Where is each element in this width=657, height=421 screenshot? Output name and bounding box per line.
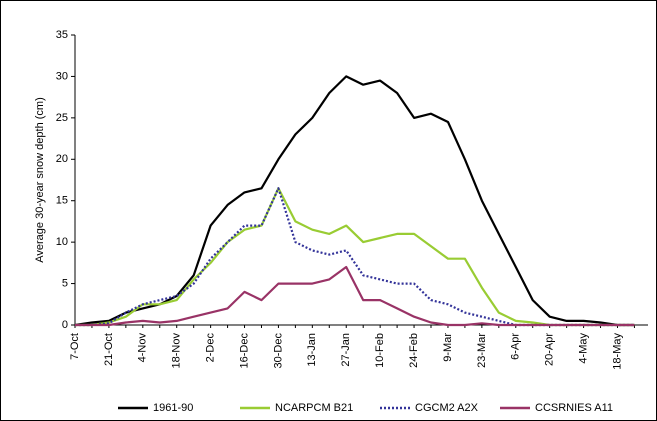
x-tick-label: 18-Nov — [171, 333, 183, 369]
y-tick-label: 20 — [56, 153, 68, 165]
x-tick-label: 21-Oct — [103, 333, 115, 366]
x-tick-label: 9-Mar — [442, 333, 454, 362]
y-tick-label: 0 — [62, 319, 68, 331]
x-tick-label: 10-Feb — [374, 333, 386, 368]
y-tick-label: 30 — [56, 70, 68, 82]
x-tick-label: 16-Dec — [238, 333, 250, 369]
y-tick-label: 35 — [56, 29, 68, 41]
y-tick-label: 25 — [56, 112, 68, 124]
legend-label: CGCM2 A2X — [415, 402, 479, 414]
x-tick-label: 23-Mar — [476, 333, 488, 368]
x-tick-label: 27-Jan — [340, 333, 352, 367]
x-tick-label: 18-May — [611, 333, 623, 370]
x-tick-label: 24-Feb — [408, 333, 420, 368]
y-tick-label: 10 — [56, 236, 68, 248]
series-line — [75, 187, 635, 327]
x-tick-label: 2-Dec — [205, 333, 217, 363]
x-tick-label: 30-Dec — [272, 333, 284, 369]
x-tick-label: 20-Apr — [544, 333, 556, 366]
x-tick-label: 6-Apr — [510, 333, 522, 360]
x-tick-label: 13-Jan — [306, 333, 318, 367]
x-tick-label: 4-May — [577, 333, 589, 364]
legend-label: NCARPCM B21 — [275, 402, 353, 414]
series-line — [74, 75, 635, 327]
x-tick-label: 7-Oct — [69, 333, 81, 360]
y-tick-label: 5 — [62, 277, 68, 289]
legend-label: CCSRNIES A11 — [535, 402, 613, 414]
series-line — [75, 265, 635, 327]
series-line — [75, 187, 635, 327]
legend-label: 1961-90 — [153, 402, 193, 414]
y-axis-label: Average 30-year snow depth (cm) — [34, 97, 46, 263]
y-tick-label: 15 — [56, 195, 68, 207]
x-tick-label: 4-Nov — [137, 333, 149, 363]
